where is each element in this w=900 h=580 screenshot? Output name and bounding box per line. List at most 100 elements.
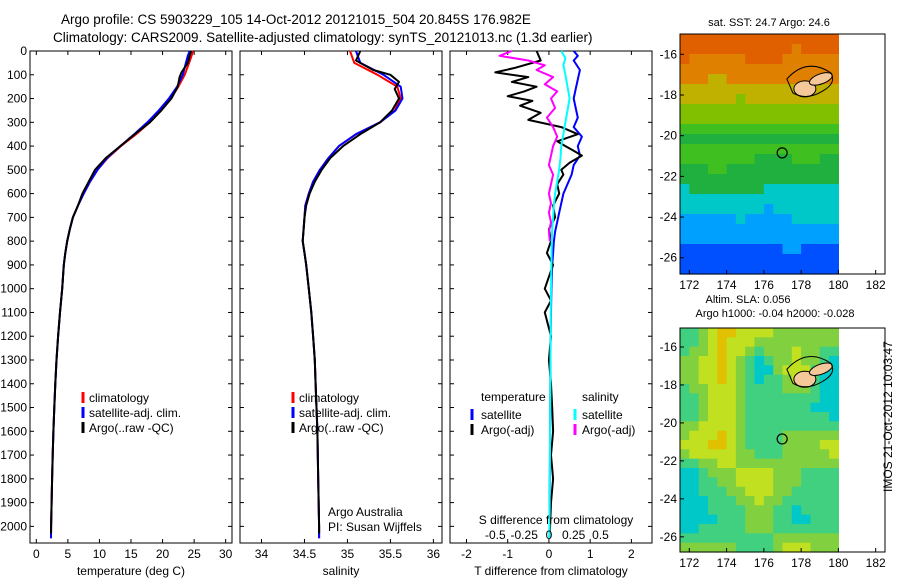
map-cell [810,114,821,125]
map-cell [680,486,690,497]
map-cell [801,114,811,125]
annotation-text: Argo Australia [328,505,403,519]
map-cell [754,477,765,488]
map-cell [745,486,756,497]
map-cell [801,174,811,185]
map-cell [791,104,802,115]
map-cell [754,449,765,460]
map-cell [829,402,839,413]
map-cell [689,402,700,413]
map-cell [735,44,746,55]
x-tick-label: 34.5 [293,547,317,561]
x-tick-label: 172 [679,556,699,570]
map-cell [735,496,746,506]
map-cell [726,234,737,245]
map-cell [782,204,793,215]
map-cell [745,84,756,95]
map-cell [791,234,802,245]
map-cell [717,194,728,205]
map-cell [829,74,839,85]
map-cell [689,337,700,348]
map-cell [791,365,802,376]
map-cell [698,477,709,488]
map-cell [689,430,700,441]
map-cell [829,124,839,135]
map-cell [726,244,737,255]
map-cell [717,393,728,404]
map-cell [726,374,737,385]
map-cell [819,104,830,115]
map-cell [735,124,746,135]
map-cell [773,402,784,413]
y-tick-label: -24 [660,210,678,224]
map-cell [782,124,793,135]
map-cell [726,402,737,413]
map-cell [717,468,728,478]
y-tick-label: 2000 [0,519,27,533]
map-cell [735,64,746,75]
map-cell [801,254,811,265]
y-tick-label: -20 [660,416,678,430]
map-cell [717,204,728,215]
map-cell [829,458,839,469]
y-tick-label: 600 [7,187,27,201]
map-cell [791,114,802,125]
map-cell [717,244,728,255]
map-cell [680,154,690,165]
map-cell [745,356,756,366]
map-cell [782,224,793,235]
map-cell [791,496,802,506]
map-cell [726,346,737,357]
map-cell [680,477,690,488]
map-cell [745,164,756,175]
map-cell [717,44,728,55]
y-tick-label: 1900 [0,496,27,510]
map-cell [735,393,746,404]
argo-position-marker [776,147,788,159]
map-cell [708,214,718,225]
map-cell [763,533,774,544]
map-cell [810,54,821,65]
map-cell [735,468,746,478]
map-cell [689,412,700,422]
plot-frame [449,50,653,544]
map-cell [689,477,700,488]
map-cell [708,393,718,404]
map-cell [763,440,774,450]
map-cell [698,164,709,175]
x-tick-label: 30 [219,547,233,561]
y-tick-label: 1200 [0,329,27,343]
map-cell [708,104,718,115]
y-tick-label: 1300 [0,353,27,367]
top-axis-label: S difference from climatology [479,513,634,527]
map-cell [819,254,830,265]
map-cell [708,234,718,245]
map-cell [708,346,718,357]
y-tick-label: 1600 [0,424,27,438]
map-cell [810,356,821,366]
map-cell [801,384,811,394]
map-cell [698,64,709,75]
map-cell [735,365,746,376]
map-cell [829,514,839,525]
map-cell [801,184,811,195]
map-cell [782,114,793,125]
map-cell [726,430,737,441]
map-cell [680,264,690,275]
map-cell [754,234,765,245]
map-cell [754,124,765,135]
map-cell [754,164,765,175]
map-cell [754,204,765,215]
x-tick-label: 1 [587,547,594,561]
map-cell [680,144,690,155]
map-cell [726,458,737,469]
map-cell [791,505,802,516]
reef-outline [786,356,834,388]
map-cell [810,393,821,404]
map-cell [698,254,709,265]
map-cell [726,468,737,478]
map-cell [708,124,718,135]
map-cell [801,337,811,348]
map-cell [754,34,765,45]
map-cell [735,84,746,95]
